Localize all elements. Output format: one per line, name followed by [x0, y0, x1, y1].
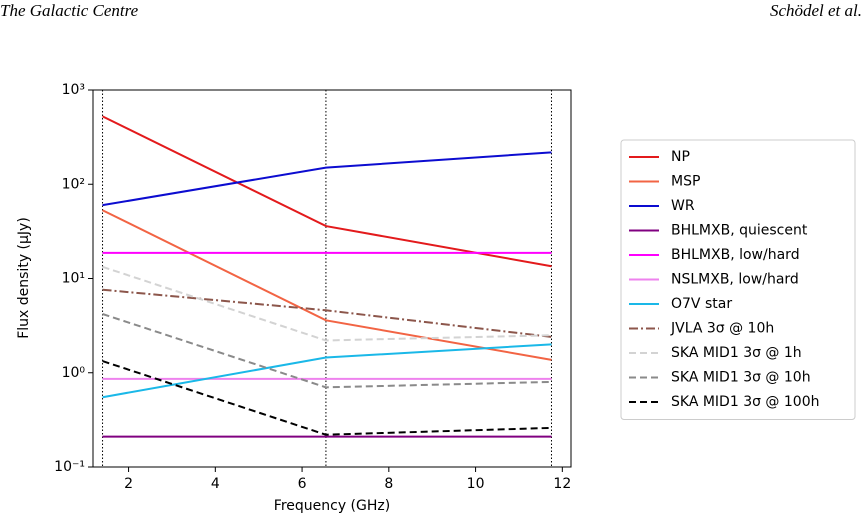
x-tick-label: 10: [467, 476, 485, 492]
series-line: [102, 288, 552, 338]
legend-label: WR: [671, 198, 695, 214]
legend-label: SKA MID1 3σ @ 1h: [671, 345, 802, 361]
x-tick-label: 2: [124, 476, 133, 492]
plot-frame: [92, 89, 572, 468]
legend-label: MSP: [671, 174, 700, 190]
legend-label: NP: [671, 149, 690, 165]
legend-box: [620, 139, 856, 420]
x-tick-label: 12: [553, 476, 571, 492]
series-line: [102, 151, 552, 207]
series-line: [102, 265, 552, 342]
series-line: [102, 313, 552, 389]
x-tick-label: 6: [298, 476, 307, 492]
series-line: [102, 360, 552, 436]
y-axis-label: Flux density (μJy): [16, 217, 32, 339]
legend-label: SKA MID1 3σ @ 10h: [671, 370, 811, 386]
y-tick-label: 10⁰: [62, 365, 86, 381]
series-line: [102, 343, 552, 399]
series-line: [102, 209, 552, 361]
legend-label: JVLA 3σ @ 10h: [670, 321, 774, 337]
x-tick-label: 4: [211, 476, 220, 492]
x-axis-label: Frequency (GHz): [274, 498, 390, 514]
legend-label: BHLMXB, quiescent: [671, 223, 808, 239]
legend-label: NSLMXB, low/hard: [671, 272, 799, 288]
y-tick-label: 10²: [62, 176, 85, 192]
legend-label: O7V star: [671, 296, 732, 312]
running-title: The Galactic Centre: [0, 1, 139, 20]
y-tick-label: 10¹: [62, 271, 85, 287]
y-tick-label: 10⁻¹: [54, 459, 85, 475]
x-tick-label: 8: [384, 476, 393, 492]
legend-label: BHLMXB, low/hard: [671, 247, 800, 263]
running-authors: Schödel et al.: [770, 1, 862, 20]
y-tick-label: 10³: [62, 82, 85, 98]
legend-label: SKA MID1 3σ @ 100h: [671, 394, 819, 410]
